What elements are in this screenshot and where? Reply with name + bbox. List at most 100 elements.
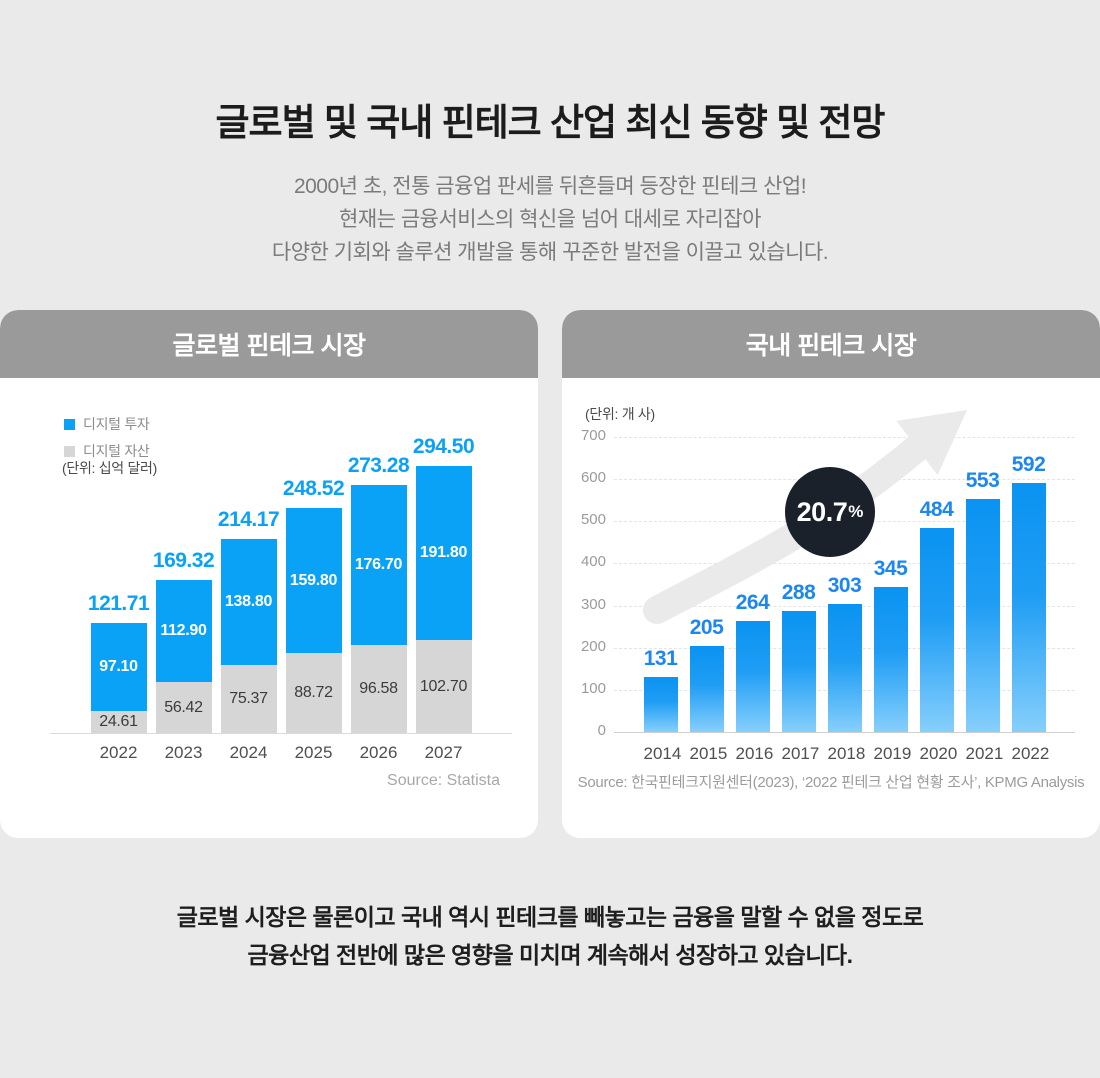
investment-value-label: 176.70	[354, 556, 403, 573]
total-value-label: 214.17	[217, 508, 280, 531]
bars: 131 205 264 288 303 345 484 553 592	[614, 437, 1075, 732]
bar-value-label: 553	[965, 469, 1000, 492]
investment-value-label: 138.80	[224, 593, 273, 610]
stacked-bar-column-2022: 121.71 97.10 24.61	[87, 592, 150, 733]
year-label: 2022	[99, 743, 138, 762]
y-tick-300: 300	[580, 596, 606, 613]
bar-column-2018: 303	[827, 574, 862, 732]
source-note: Source: Statista	[387, 772, 500, 789]
bar-column-2021: 553	[965, 469, 1000, 732]
bar-value-label: 592	[1011, 453, 1046, 476]
investment-value-label: 191.80	[419, 544, 468, 561]
digital-asset-segment: 75.37	[220, 665, 277, 733]
global-card-header: 글로벌 핀테크 시장	[0, 310, 538, 378]
year-label: 2021	[965, 744, 1004, 763]
y-tick-600: 600	[580, 469, 606, 486]
domestic-card-title: 국내 핀테크 시장	[745, 332, 917, 360]
year-label: 2023	[164, 743, 203, 762]
legend-item: 디지털 투자	[64, 414, 150, 434]
domestic-fintech-card: 국내 핀테크 시장 (단위: 개 사) 0 100 200 300 400 500 600 7…	[562, 310, 1100, 838]
bar	[919, 528, 954, 732]
page-title: 글로벌 및 국내 핀테크 산업 최신 동향 및 전망	[215, 102, 886, 143]
bar-column-2022: 592	[1011, 453, 1046, 732]
asset-value-label: 75.37	[229, 690, 268, 707]
closing-statement: 글로벌 시장은 물론이고 국내 역시 핀테크를 빼놓고는 금융을 말할 수 없을…	[0, 898, 1100, 974]
stacked-bar-column-2024: 214.17 138.80 75.37	[217, 508, 280, 733]
year-label: 2015	[689, 744, 728, 763]
bar	[689, 646, 724, 732]
legend-swatch	[64, 418, 75, 430]
year-label: 2027	[424, 743, 463, 762]
bar	[735, 621, 770, 732]
bar-column-2015: 205	[689, 616, 724, 732]
closing-line-2: 금융산업 전반에 많은 영향을 미치며 계속해서 성장하고 있습니다.	[247, 942, 853, 968]
legend-label: 디지털 자산	[83, 443, 150, 459]
bar-column-2014: 131	[643, 647, 678, 732]
global-chart-body: 디지털 투자 디지털 자산 (단위: 십억 달러) 121.71 97.10 24.6…	[0, 378, 538, 838]
digital-asset-segment: 56.42	[155, 682, 212, 733]
asset-value-label: 24.61	[99, 713, 138, 730]
global-card-title: 글로벌 핀테크 시장	[172, 332, 366, 360]
digital-asset-segment: 96.58	[350, 645, 407, 733]
digital-investment-segment: 112.90	[155, 580, 212, 682]
charts-row: 글로벌 핀테크 시장 디지털 투자 디지털 자산 (단위: 십억 달러) 121.…	[0, 310, 1100, 838]
bar-value-label: 264	[735, 591, 770, 614]
digital-investment-segment: 97.10	[90, 623, 147, 711]
year-label: 2014	[643, 744, 682, 763]
digital-asset-segment: 102.70	[415, 640, 472, 733]
digital-investment-segment: 159.80	[285, 508, 342, 653]
gridline-700	[614, 437, 1075, 438]
percent-sign: %	[848, 502, 864, 521]
y-tick-700: 700	[580, 427, 606, 444]
year-label: 2017	[781, 744, 820, 763]
bar	[827, 604, 862, 732]
bar-column-2020: 484	[919, 498, 954, 732]
year-label: 2016	[735, 744, 774, 763]
y-tick-500: 500	[580, 511, 606, 528]
hero-section: 글로벌 및 국내 핀테크 산업 최신 동향 및 전망 2000년 초, 전통 금…	[0, 0, 1100, 269]
year-label: 2019	[873, 744, 912, 763]
bar	[965, 499, 1000, 732]
legend-label: 디지털 투자	[83, 416, 150, 432]
closing-line-1: 글로벌 시장은 물론이고 국내 역시 핀테크를 빼놓고는 금융을 말할 수 없을…	[176, 904, 924, 930]
investment-value-label: 112.90	[160, 622, 207, 639]
subtitle-line-1: 2000년 초, 전통 금융업 판세를 뒤흔들며 등장한 핀테크 산업!	[293, 175, 807, 198]
bar	[781, 611, 816, 732]
stacked-bar-column-2026: 273.28 176.70 96.58	[347, 454, 410, 733]
gridline-400	[614, 563, 1075, 564]
asset-value-label: 96.58	[359, 680, 398, 697]
bar	[873, 587, 908, 732]
bar-value-label: 205	[689, 616, 724, 639]
bar-column-2019: 345	[873, 557, 908, 732]
bar-column-2017: 288	[781, 581, 816, 732]
page-subtitle: 2000년 초, 전통 금융업 판세를 뒤흔들며 등장한 핀테크 산업! 현재는…	[0, 170, 1100, 269]
year-label: 2020	[919, 744, 958, 763]
total-value-label: 121.71	[87, 592, 150, 615]
digital-investment-segment: 138.80	[220, 539, 277, 665]
stacked-bar-column-2027: 294.50 191.80 102.70	[413, 435, 475, 733]
growth-rate-value: 20.7	[796, 496, 848, 527]
legend-item: 디지털 자산	[64, 441, 150, 461]
legend-swatch	[64, 445, 75, 457]
growth-arrow-icon	[643, 410, 967, 624]
stacked-bar-column-2023: 169.32 112.90 56.42	[152, 549, 215, 733]
bar-column-2016: 264	[735, 591, 770, 732]
y-tick-0: 0	[597, 722, 606, 739]
bar	[1011, 483, 1046, 732]
bar-value-label: 345	[873, 557, 908, 580]
stacked-bars: 121.71 97.10 24.61 169.32 112.90 56.42 214.17 1…	[50, 435, 512, 733]
bar-value-label: 288	[781, 581, 816, 604]
digital-investment-segment: 191.80	[415, 466, 472, 640]
total-value-label: 248.52	[282, 477, 345, 500]
growth-rate-badge: 20.7 %	[785, 467, 875, 557]
x-axis-labels: 2022 2023 2024 2025 2026 2027	[50, 743, 512, 763]
asset-value-label: 88.72	[294, 684, 333, 701]
digital-asset-segment: 88.72	[285, 653, 342, 733]
asset-value-label: 56.42	[164, 698, 203, 716]
bar	[643, 677, 678, 732]
year-label: 2026	[359, 743, 398, 762]
bar-value-label: 131	[643, 647, 678, 670]
total-value-label: 273.28	[347, 454, 410, 477]
total-value-label: 169.32	[152, 549, 215, 572]
